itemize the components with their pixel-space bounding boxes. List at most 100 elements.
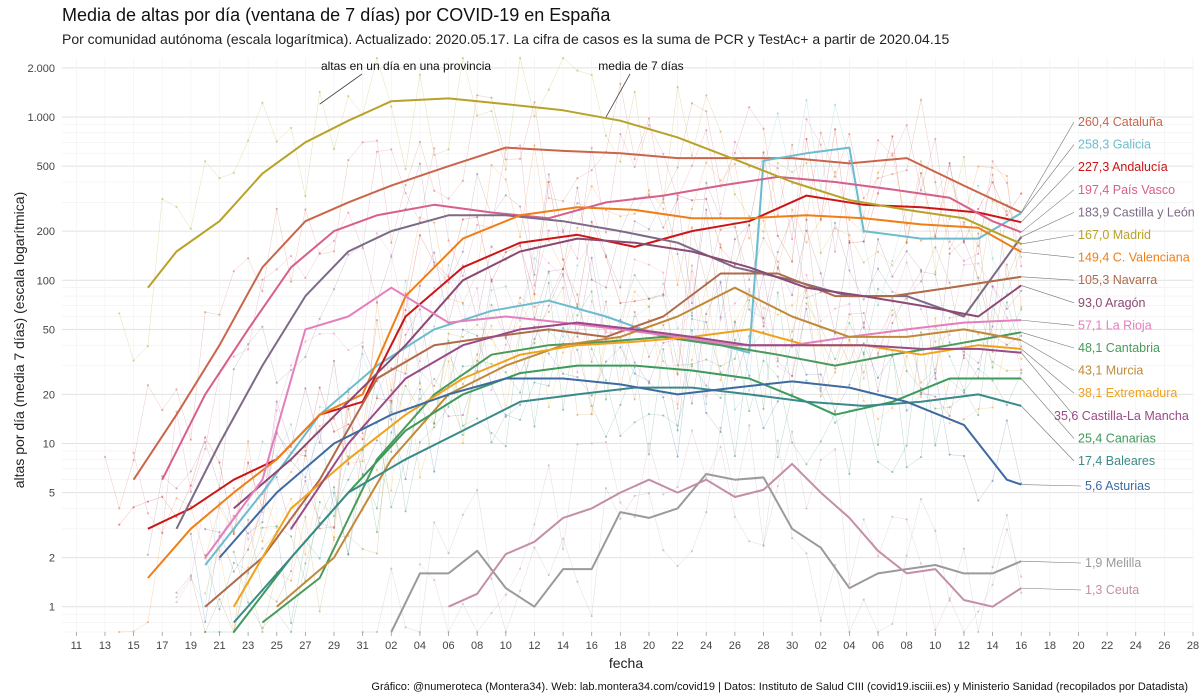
daily-point [390,418,393,421]
daily-point [576,186,579,189]
daily-point [418,476,422,479]
daily-point [332,250,336,253]
chart-title: Media de altas por día (ventana de 7 día… [62,5,611,25]
daily-point [561,548,565,551]
daily-point [375,150,379,153]
daily-point [332,359,336,362]
daily-point [848,383,851,386]
daily-point [833,357,837,361]
daily-point [748,424,751,427]
daily-point [1020,308,1023,311]
daily-point [848,239,851,243]
label-leader [1020,121,1075,213]
daily-point [504,371,507,374]
series-label: 258,3 Galicia [1078,138,1151,152]
daily-line [119,145,1022,633]
x-tick-label: 26 [729,640,741,652]
daily-point [848,132,851,136]
daily-point [1020,264,1023,268]
daily-point [533,342,536,345]
daily-point [934,395,937,398]
daily-point [805,379,808,382]
daily-point [289,254,293,258]
daily-point [905,223,908,226]
daily-point [390,401,393,404]
daily-point [977,499,980,502]
daily-point [719,212,722,216]
daily-point [862,342,865,345]
daily-point [576,226,579,230]
daily-point [404,320,407,323]
daily-point [934,368,937,371]
x-tick-label: 08 [901,640,913,652]
daily-point [418,234,422,237]
label-leader [1021,189,1075,233]
daily-line [204,284,1022,633]
daily-point [948,164,951,167]
daily-point [1020,369,1023,372]
daily-point [232,270,235,273]
daily-point [433,251,436,254]
daily-point [977,289,980,292]
daily-point [934,407,937,410]
daily-point [519,319,522,322]
daily-point [490,611,493,615]
daily-point [662,152,665,156]
daily-point [347,253,350,256]
daily-point [247,504,250,507]
daily-point [1020,334,1023,337]
daily-point [977,184,980,187]
daily-point [1005,307,1008,310]
daily-point [604,300,608,303]
daily-point [977,361,980,364]
daily-point [647,117,651,120]
daily-point [361,472,364,476]
daily-point [891,622,894,626]
daily-point [705,358,708,361]
daily-point [977,276,980,279]
daily-point [748,215,751,218]
daily-point [690,317,694,320]
daily-point [318,317,321,320]
daily-point [418,441,422,444]
daily-point [390,450,393,454]
daily-point [533,144,536,147]
daily-point [476,172,479,176]
daily-point [819,251,822,254]
daily-point [633,398,636,401]
daily-point [962,155,966,159]
daily-point [275,400,278,403]
daily-point [433,325,436,328]
daily-point [476,286,479,290]
x-tick-label: 14 [557,640,569,652]
daily-point [633,310,636,314]
daily-point [275,476,278,479]
daily-point [805,373,808,376]
daily-point [862,518,865,521]
daily-point [876,460,880,464]
daily-point [791,536,794,540]
daily-point [576,177,579,180]
daily-point [876,176,880,180]
daily-point [891,264,894,267]
daily-point [418,381,422,384]
daily-point [576,314,579,317]
daily-point [590,73,593,76]
daily-point [962,239,966,242]
series-label: 197,4 País Vasco [1078,183,1175,197]
daily-point [891,308,894,312]
daily-point [676,429,679,432]
daily-point [275,140,278,143]
daily-point [748,278,751,281]
daily-point [476,359,479,363]
daily-point [347,159,350,162]
daily-point [705,395,708,398]
daily-point [676,364,679,367]
daily-point [318,441,321,444]
daily-point [633,290,636,293]
daily-point [289,445,293,449]
series-label: 17,4 Baleares [1078,454,1155,468]
daily-point [748,287,751,291]
daily-point [390,411,393,414]
daily-point [576,69,579,72]
